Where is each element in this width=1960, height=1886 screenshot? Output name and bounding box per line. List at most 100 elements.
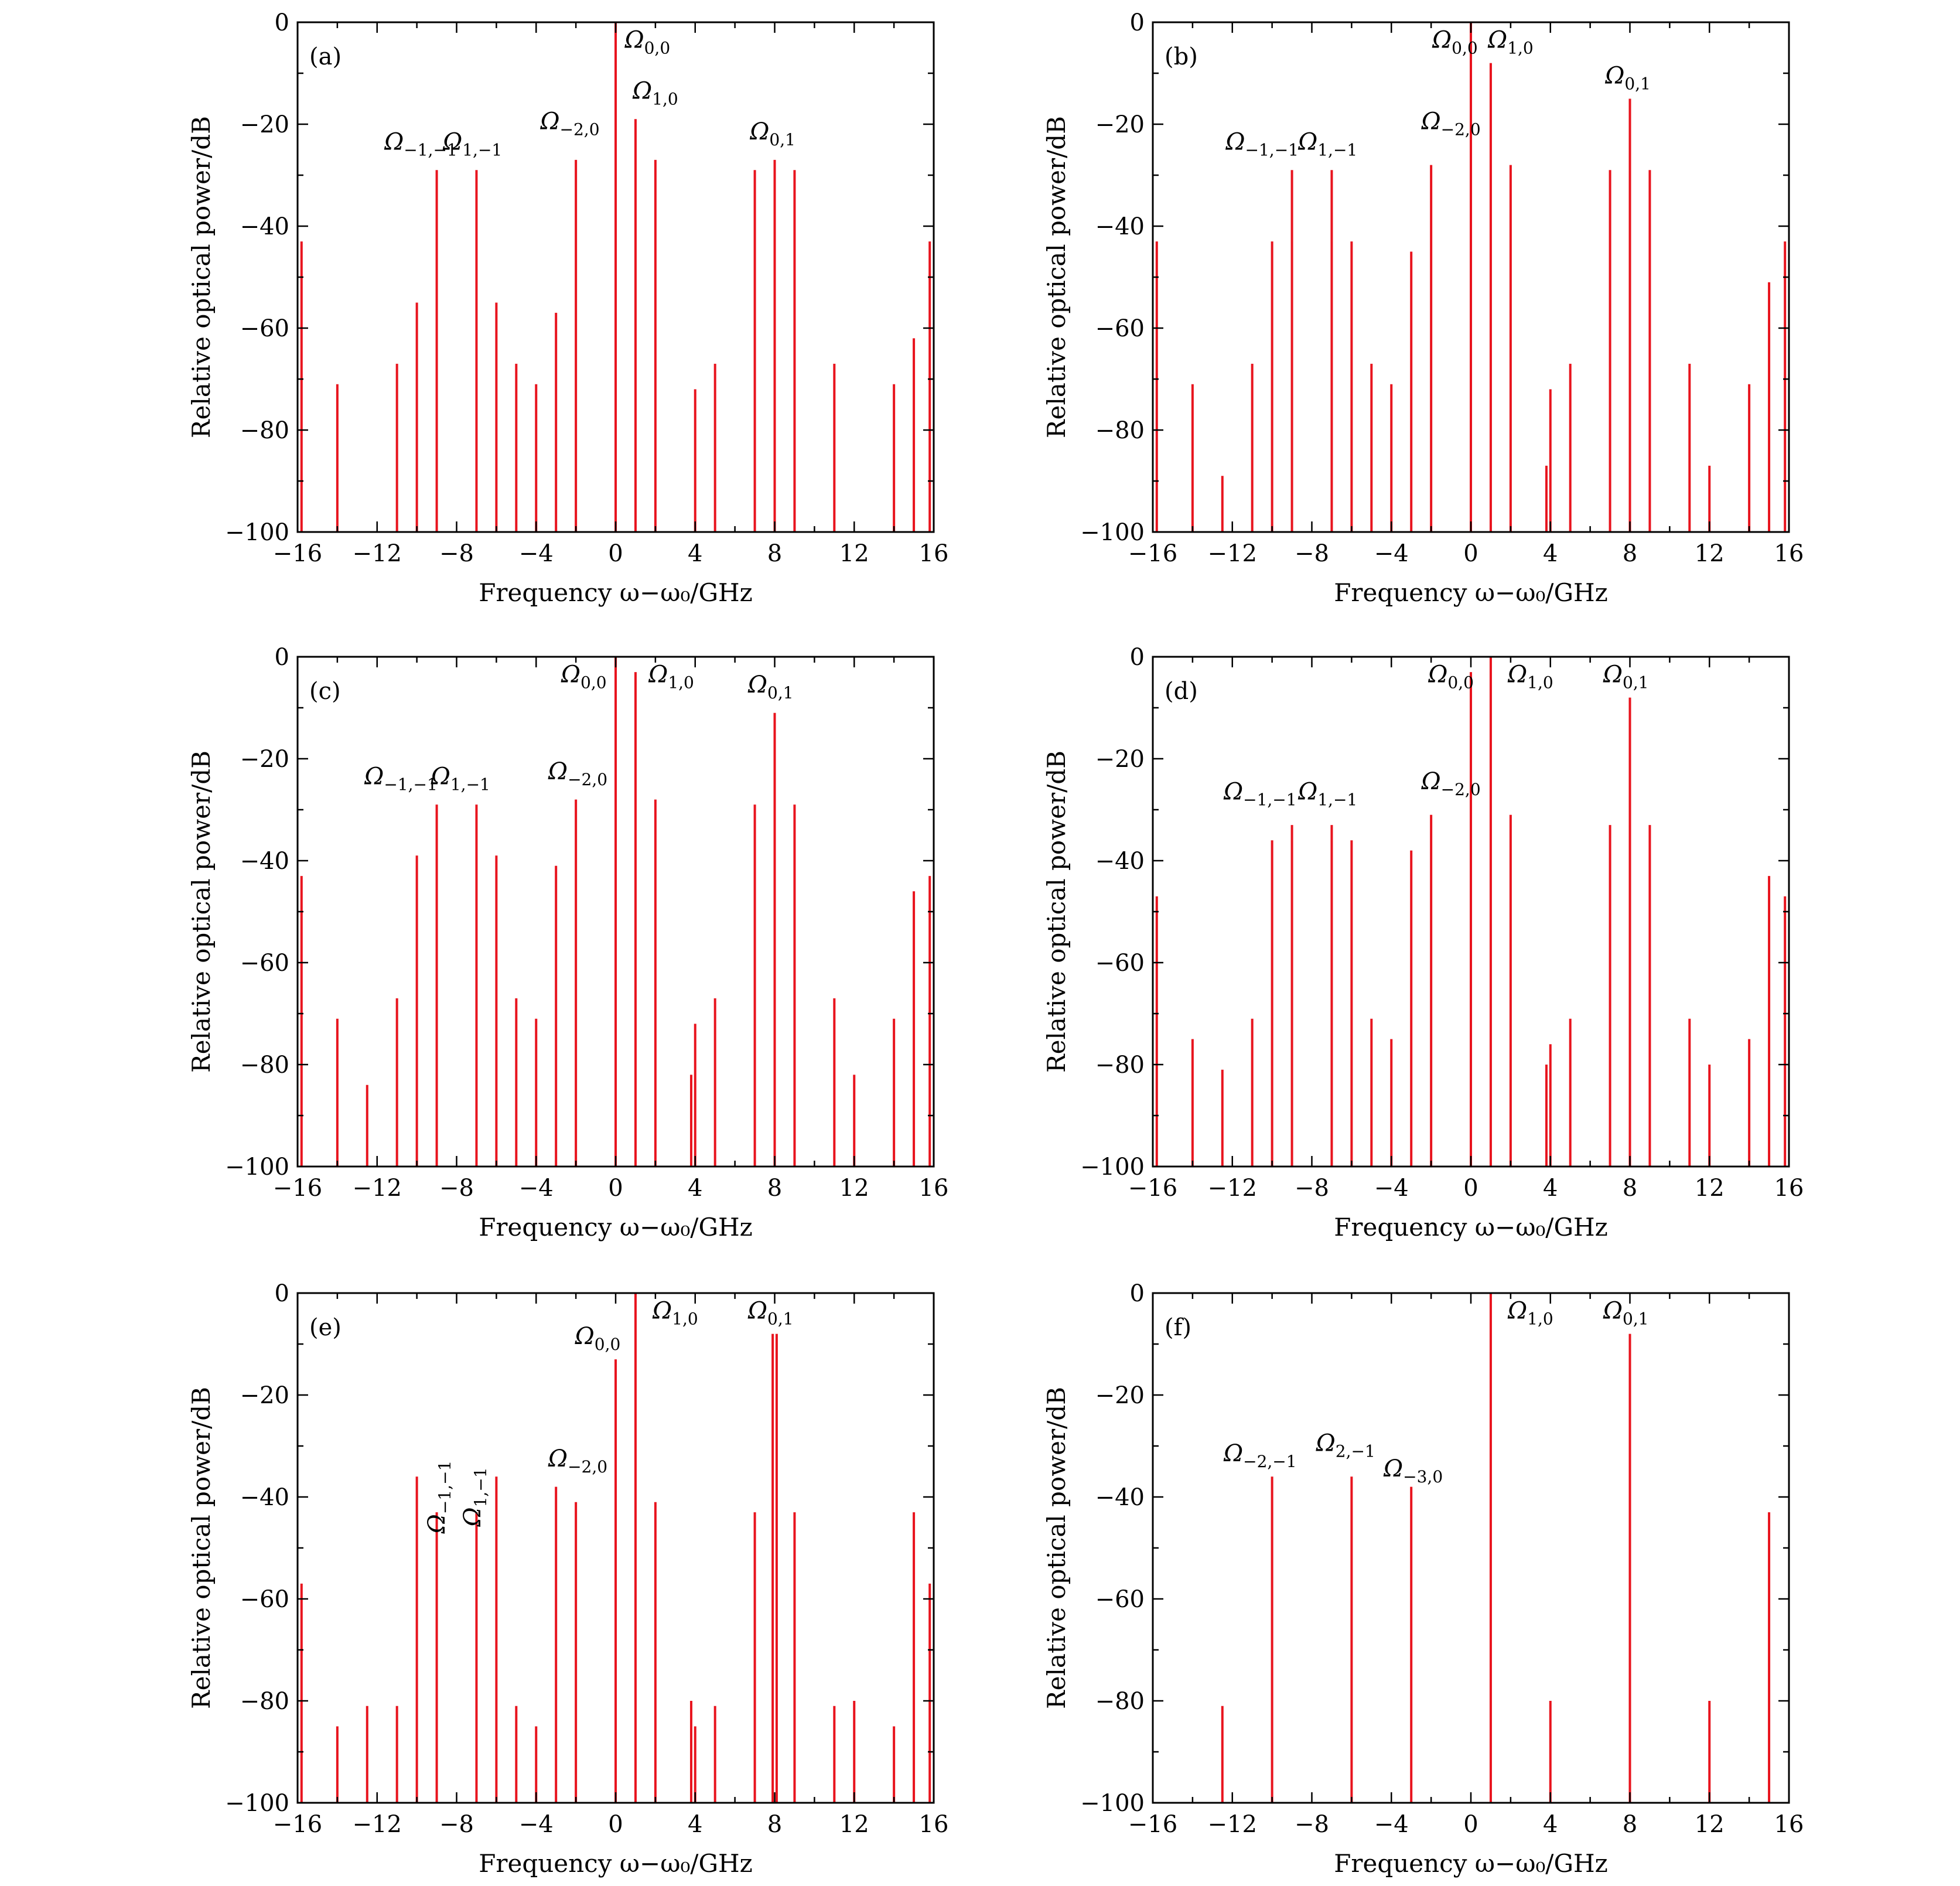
peak-annotation: Ω−2,0	[1421, 108, 1480, 139]
x-tick-label: 0	[1463, 1811, 1478, 1838]
y-tick-label: −100	[225, 1154, 289, 1181]
peak-annotation: Ω0,1	[1604, 62, 1651, 93]
peak-annotation: Ω0,1	[1603, 661, 1649, 693]
y-tick-label: −40	[240, 1484, 289, 1511]
peak-annotation: Ω0,1	[747, 1298, 794, 1329]
x-tick-label: 8	[1623, 1811, 1637, 1838]
y-tick-label: −80	[240, 1688, 289, 1715]
x-tick-label: −12	[1208, 540, 1257, 567]
y-tick-label: −40	[1095, 1484, 1145, 1511]
peak-annotation: Ω−1,−1	[384, 129, 457, 160]
panel-label: (d)	[1165, 678, 1198, 705]
x-tick-label: −4	[1374, 1811, 1409, 1838]
x-tick-label: 4	[1543, 1175, 1558, 1202]
peak-annotation: Ω1,−1	[431, 763, 490, 794]
peak-annotation: Ω−2,0	[548, 758, 607, 789]
y-tick-label: 0	[275, 1280, 289, 1307]
panel-c: −16 −12 −8 −4 0 4 8 12 160−20−40−60−80−100Freque…	[187, 644, 948, 1242]
x-tick-label: −4	[1374, 540, 1409, 567]
peak-annotation: Ω1,0	[648, 661, 694, 693]
peak-annotation: Ω−1,−1	[364, 763, 438, 794]
x-tick-label: 12	[839, 1811, 869, 1838]
peak-annotation: Ω0,0	[561, 661, 607, 693]
x-tick-label: 0	[608, 540, 623, 567]
y-tick-label: −40	[240, 848, 289, 875]
x-tick-label: −8	[1295, 540, 1329, 567]
peak-annotation: Ω−1,−1	[1225, 129, 1299, 160]
x-tick-label: 4	[688, 1175, 702, 1202]
peak-annotation: Ω0,1	[747, 671, 794, 702]
y-axis-label: Relative optical power/dB	[1042, 1387, 1071, 1709]
y-tick-label: −20	[1095, 1382, 1145, 1409]
y-tick-label: −20	[240, 746, 289, 773]
y-tick-label: −20	[240, 111, 289, 138]
peak-annotation: Ω1,−1	[459, 1467, 490, 1527]
x-tick-label: 16	[1774, 1175, 1804, 1202]
y-tick-label: −80	[1095, 1052, 1145, 1079]
x-tick-label: −12	[353, 1811, 402, 1838]
x-tick-label: −4	[1374, 1175, 1409, 1202]
panel-label: (f)	[1165, 1314, 1191, 1341]
y-tick-label: −60	[240, 315, 289, 342]
y-tick-label: −20	[1095, 111, 1145, 138]
y-tick-label: −100	[225, 519, 289, 546]
y-tick-label: 0	[275, 9, 289, 36]
x-tick-label: −12	[1208, 1175, 1257, 1202]
peak-annotation: Ω1,0	[652, 1298, 698, 1329]
y-tick-label: −20	[240, 1382, 289, 1409]
peak-annotation: Ω2,−1	[1316, 1430, 1375, 1461]
peak-annotation: Ω−1,−1	[1223, 779, 1297, 810]
x-tick-label: −12	[1208, 1811, 1257, 1838]
x-tick-label: 8	[767, 1811, 782, 1838]
panel-b: −16 −12 −8 −4 0 4 8 12 160−20−40−60−80−100Freque…	[1042, 9, 1804, 607]
x-tick-label: 0	[1463, 1175, 1478, 1202]
x-tick-label: −16	[273, 1811, 322, 1838]
panel-f: −16 −12 −8 −4 0 4 8 12 160−20−40−60−80−100Freque…	[1042, 1280, 1804, 1878]
y-tick-label: 0	[1130, 9, 1145, 36]
y-tick-label: −100	[1080, 519, 1145, 546]
y-tick-label: −60	[1095, 950, 1145, 977]
y-tick-label: −40	[1095, 848, 1145, 875]
y-tick-label: −20	[1095, 746, 1145, 773]
x-tick-label: 8	[1623, 1175, 1637, 1202]
x-tick-label: 12	[1695, 1811, 1725, 1838]
x-tick-label: 16	[919, 540, 949, 567]
peak-annotation: Ω1,−1	[1297, 129, 1357, 160]
peak-annotation: Ω0,1	[1603, 1298, 1649, 1329]
panel-label: (b)	[1165, 43, 1198, 70]
peak-annotation: Ω1,0	[632, 78, 678, 109]
x-tick-label: −16	[1128, 1811, 1177, 1838]
y-tick-label: −60	[240, 950, 289, 977]
y-tick-label: −60	[1095, 1586, 1145, 1613]
y-axis-label: Relative optical power/dB	[187, 1387, 216, 1709]
x-tick-label: 8	[1623, 540, 1637, 567]
y-tick-label: −60	[1095, 315, 1145, 342]
y-tick-label: −100	[1080, 1790, 1145, 1817]
peak-annotation: Ω0,1	[749, 118, 795, 149]
x-tick-label: 8	[767, 1175, 782, 1202]
x-tick-label: −8	[1295, 1811, 1329, 1838]
peak-annotation: Ω0,0	[1428, 661, 1474, 693]
y-tick-label: −80	[240, 417, 289, 444]
y-tick-label: −100	[225, 1790, 289, 1817]
x-tick-label: 16	[1774, 540, 1804, 567]
x-tick-label: −12	[353, 540, 402, 567]
x-tick-label: 0	[608, 1175, 623, 1202]
x-tick-label: 8	[767, 540, 782, 567]
peak-annotation: Ω−2,0	[539, 108, 599, 139]
x-axis-label: Frequency ω−ω₀/GHz	[1334, 1849, 1608, 1878]
x-tick-label: 0	[608, 1811, 623, 1838]
x-tick-label: −8	[439, 540, 474, 567]
x-tick-label: 16	[919, 1811, 949, 1838]
peak-annotation: Ω1,−1	[1297, 779, 1357, 810]
x-tick-label: 16	[919, 1175, 949, 1202]
x-tick-label: −12	[353, 1175, 402, 1202]
panel-label: (c)	[309, 678, 341, 705]
x-axis-label: Frequency ω−ω₀/GHz	[479, 1849, 753, 1878]
y-tick-label: −60	[240, 1586, 289, 1613]
x-tick-label: −16	[273, 540, 322, 567]
x-tick-label: 16	[1774, 1811, 1804, 1838]
x-tick-label: −16	[1128, 540, 1177, 567]
x-tick-label: 4	[1543, 540, 1558, 567]
